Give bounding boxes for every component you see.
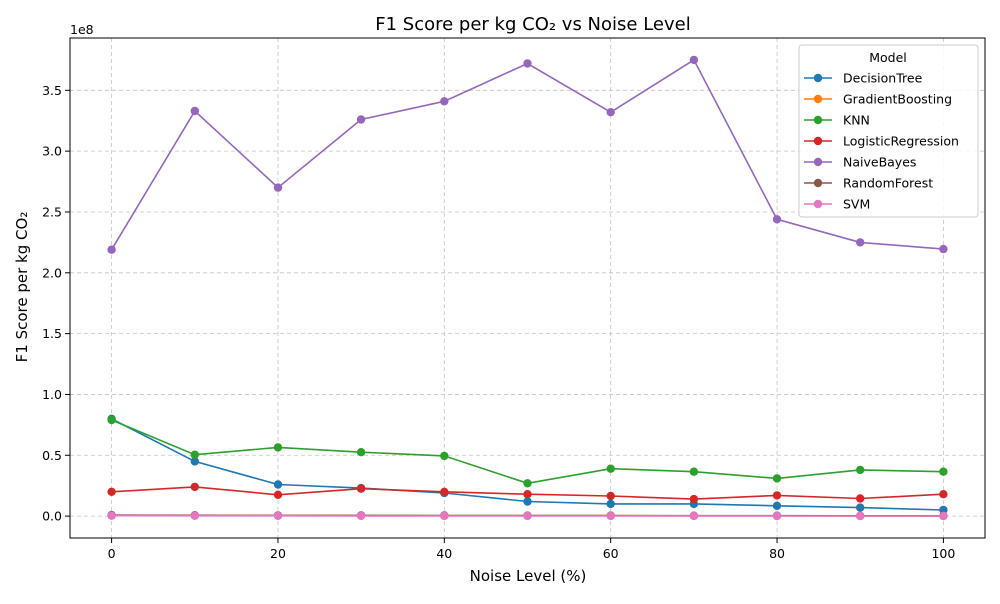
y-tick-label: 0.0 (42, 509, 62, 524)
y-axis-offset-label: 1e8 (70, 22, 94, 37)
legend-title: Model (869, 50, 907, 65)
data-point (274, 512, 282, 520)
legend-marker (814, 116, 822, 124)
legend: Model DecisionTree GradientBoosting KNN Log… (799, 45, 978, 217)
y-tick-label: 2.0 (42, 265, 62, 280)
data-point (440, 97, 448, 105)
legend-marker (814, 200, 822, 208)
legend-marker (814, 158, 822, 166)
data-point (607, 512, 615, 520)
legend-label: GradientBoosting (843, 92, 952, 107)
x-tick-label: 100 (931, 546, 955, 561)
legend-label: RandomForest (843, 176, 933, 191)
legend-label: LogisticRegression (843, 134, 959, 149)
series-knn (107, 416, 947, 488)
y-tick-label: 1.5 (42, 326, 62, 341)
data-point (939, 245, 947, 253)
data-point (773, 512, 781, 520)
x-tick-label: 80 (769, 546, 785, 561)
data-point (191, 107, 199, 115)
x-tick-label: 20 (270, 546, 286, 561)
y-tick-label: 1.0 (42, 387, 62, 402)
data-point (274, 443, 282, 451)
y-tick-label: 0.5 (42, 448, 62, 463)
data-point (523, 479, 531, 487)
legend-marker (814, 137, 822, 145)
data-point (191, 512, 199, 520)
data-point (856, 238, 864, 246)
series-svm (107, 512, 947, 521)
x-tick-label: 60 (603, 546, 619, 561)
data-point (939, 490, 947, 498)
legend-label: SVM (843, 197, 870, 212)
data-point (274, 183, 282, 191)
data-point (773, 215, 781, 223)
data-point (107, 488, 115, 496)
legend-label: DecisionTree (843, 71, 923, 86)
data-point (856, 466, 864, 474)
series-decisiontree (107, 415, 947, 515)
data-point (856, 494, 864, 502)
y-tick-label: 3.5 (42, 83, 62, 98)
legend-marker (814, 74, 822, 82)
data-point (773, 474, 781, 482)
data-point (107, 246, 115, 254)
data-point (191, 483, 199, 491)
data-point (523, 497, 531, 505)
legend-label: KNN (843, 113, 870, 128)
data-point (939, 468, 947, 476)
data-point (607, 500, 615, 508)
data-point (607, 465, 615, 473)
y-tick-label: 2.5 (42, 204, 62, 219)
data-point (274, 491, 282, 499)
data-point (107, 416, 115, 424)
series-line (112, 420, 944, 483)
data-point (856, 503, 864, 511)
data-point (607, 492, 615, 500)
data-point (107, 512, 115, 520)
legend-label: NaiveBayes (843, 155, 916, 170)
data-point (357, 115, 365, 123)
data-point (607, 108, 615, 116)
x-tick-label: 40 (436, 546, 452, 561)
data-point (690, 56, 698, 64)
data-point (856, 512, 864, 520)
data-point (357, 485, 365, 493)
data-point (274, 480, 282, 488)
data-point (357, 512, 365, 520)
data-point (357, 448, 365, 456)
y-axis-label: F1 Score per kg CO₂ (13, 212, 31, 363)
legend-marker (814, 179, 822, 187)
data-point (939, 512, 947, 520)
legend-marker (814, 95, 822, 103)
data-point (440, 452, 448, 460)
data-point (773, 502, 781, 510)
x-tick-label: 0 (108, 546, 116, 561)
data-point (191, 451, 199, 459)
data-point (523, 59, 531, 67)
y-tick-label: 3.0 (42, 144, 62, 159)
data-point (523, 512, 531, 520)
data-point (773, 491, 781, 499)
data-point (440, 488, 448, 496)
data-point (690, 468, 698, 476)
data-point (690, 512, 698, 520)
chart-title: F1 Score per kg CO₂ vs Noise Level (375, 14, 690, 35)
data-point (440, 512, 448, 520)
data-point (523, 490, 531, 498)
data-point (690, 495, 698, 503)
x-axis-label: Noise Level (%) (470, 567, 587, 585)
